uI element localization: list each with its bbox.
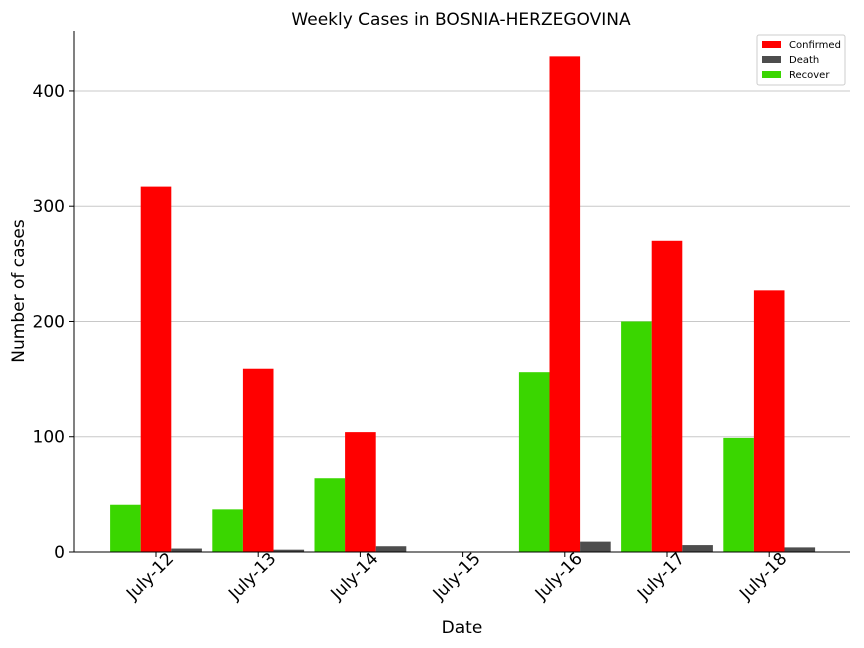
bar-death-july-12 [171,548,202,552]
legend-swatch-death [762,56,781,63]
bar-recover-july-16 [518,372,550,552]
legend: Confirmed Death Recover [756,34,846,86]
y-ticks: 0 100 200 300 400 [33,82,74,563]
bar-confirmed-july-17 [651,240,683,552]
bar-recover-july-12 [110,504,141,552]
grid-lines [74,90,850,438]
bar-recover-july-18 [723,437,754,552]
bar-recover-july-14 [314,478,346,552]
x-tick-label: July-12 [122,549,178,605]
x-tick-label: July-15 [429,549,485,605]
legend-swatch-confirmed [762,41,781,48]
bar-death-july-14 [375,546,407,552]
bar-confirmed-july-18 [753,290,785,552]
legend-swatch-recover [762,71,781,78]
legend-label-death: Death [789,55,819,66]
bar-recover-july-13 [212,509,243,552]
legend-label-recover: Recover [789,70,830,81]
legend-label-confirmed: Confirmed [789,40,841,51]
bar-confirmed-july-16 [549,56,581,553]
bar-death-july-16 [580,541,611,552]
bars [110,56,816,553]
x-tick-label: July-17 [633,549,689,605]
x-tick-label: July-16 [531,549,587,605]
axes [73,31,850,553]
bar-death-july-17 [682,545,713,552]
bar-confirmed-july-14 [345,432,376,552]
bar-death-july-18 [784,547,816,552]
x-axis-label: Date [442,618,483,638]
x-ticks: July-12 July-13 July-14 July-15 July-16 July-… [122,549,791,605]
y-tick-label: 0 [54,543,65,563]
y-tick-label: 300 [33,197,65,217]
bar-recover-july-17 [621,321,652,552]
y-axis-label: Number of cases [9,219,29,363]
x-tick-label: July-18 [735,549,791,605]
x-tick-label: July-13 [224,549,280,605]
y-tick-label: 200 [33,312,65,332]
chart-title: Weekly Cases in BOSNIA-HERZEGOVINA [291,10,631,30]
y-tick-label: 100 [33,428,65,448]
bar-confirmed-july-13 [242,368,274,552]
bar-death-july-13 [273,549,305,552]
x-tick-label: July-14 [327,549,383,605]
y-tick-label: 400 [33,82,65,102]
bar-confirmed-july-12 [140,186,172,553]
